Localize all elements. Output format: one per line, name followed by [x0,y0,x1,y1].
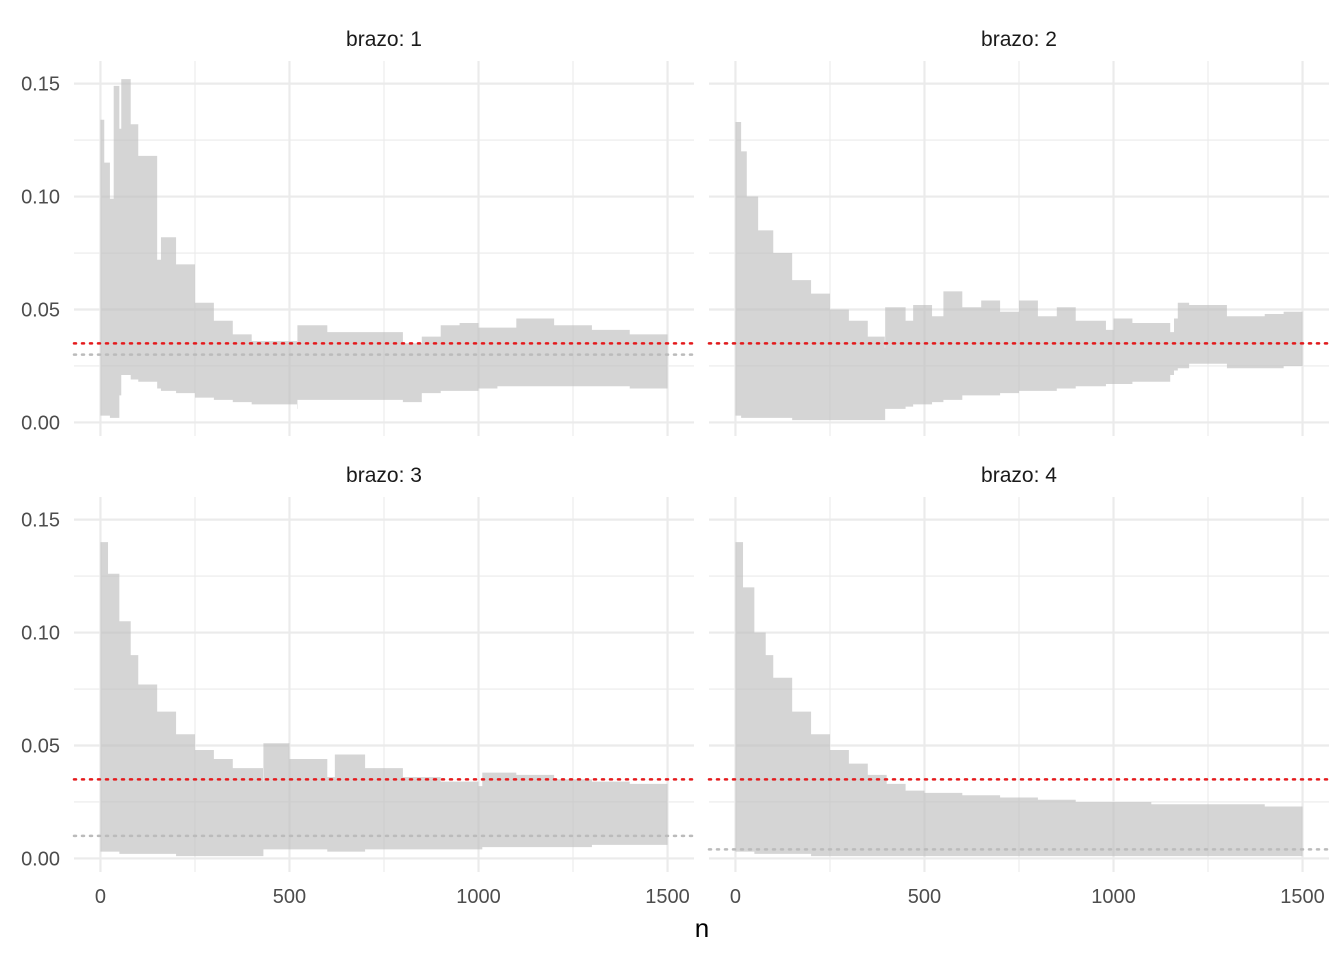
y-tick-label: 0.15 [21,74,60,96]
panel-3-title: brazo: 3 [346,464,422,487]
panel-4-title: brazo: 4 [981,464,1057,487]
x-tick-label: 1500 [1280,886,1325,908]
panel-4: brazo: 4 0 500 1000 1500 [707,464,1331,908]
x-tick-label: 1000 [456,886,501,908]
x-axis-title: n [695,913,709,943]
panel-grid: brazo: 1 0.00 0.05 0.10 0.15 brazo: 2 brazo: 3… [21,28,1331,908]
panel-3-ci-band [100,542,668,857]
y-tick-label: 0.00 [21,848,60,870]
y-tick-label: 0.05 [21,735,60,757]
y-tick-label: 0.00 [21,412,60,434]
y-tick-label: 0.05 [21,299,60,321]
panel-4-ci-band [735,542,1303,857]
y-tick-label: 0.15 [21,510,60,532]
x-tick-label: 1500 [645,886,690,908]
panel-2: brazo: 2 [707,28,1331,436]
panel-1: brazo: 1 0.00 0.05 0.10 0.15 [21,28,696,436]
x-tick-label: 0 [730,886,741,908]
panel-2-ci-band [735,121,1303,421]
panel-3: brazo: 3 0.00 0.05 0.10 0.15 0 500 1000 1500 [21,464,696,908]
y-tick-label: 0.10 [21,187,60,209]
panel-1-ci-band [100,79,668,418]
x-tick-label: 1000 [1091,886,1136,908]
x-tick-label: 500 [908,886,941,908]
panel-2-title: brazo: 2 [981,28,1057,51]
x-tick-label: 500 [273,886,306,908]
panel-1-title: brazo: 1 [346,28,422,51]
y-tick-label: 0.10 [21,623,60,645]
x-tick-label: 0 [95,886,106,908]
